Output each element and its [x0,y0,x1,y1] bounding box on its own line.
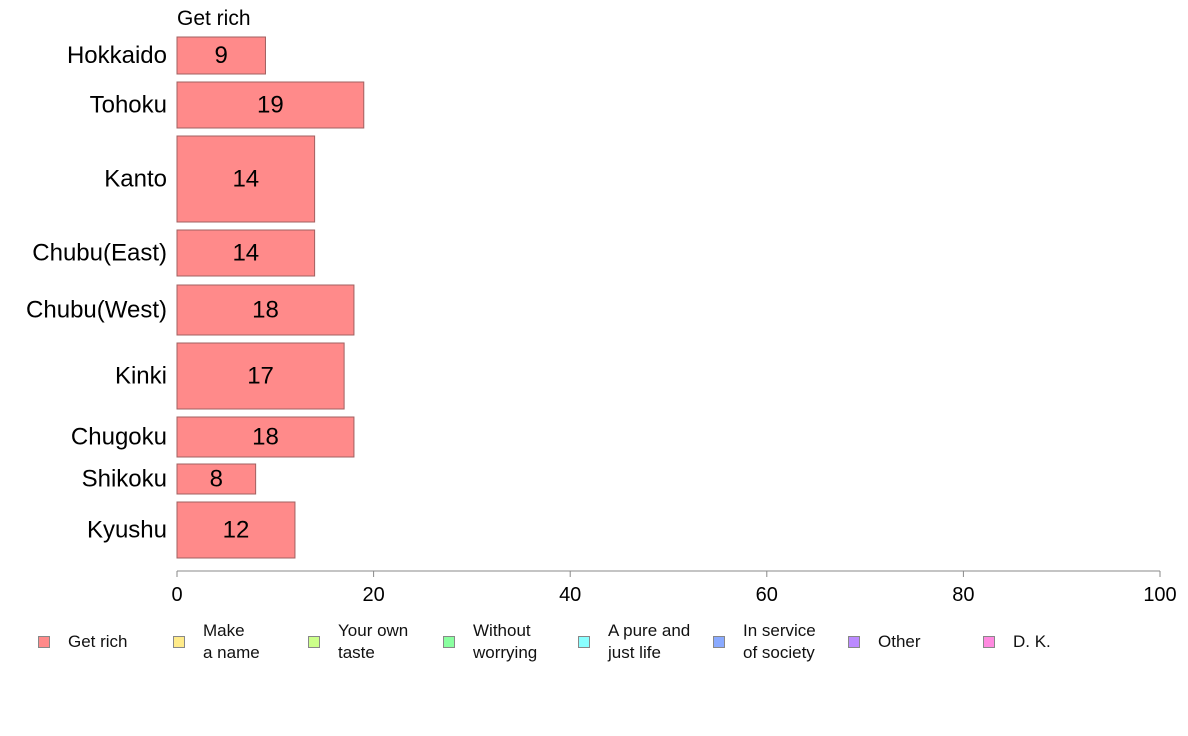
legend-swatch [713,636,725,648]
legend-swatch [308,636,320,648]
x-tick-label: 0 [171,584,182,606]
data-label: 19 [257,92,284,119]
legend-item: Other [848,618,921,666]
x-tick-label: 40 [559,584,581,606]
category-label: Hokkaido [67,42,167,69]
category-label: Kinki [115,363,167,390]
legend-label: In service of society [743,621,816,662]
legend-item: Without worrying [443,618,537,666]
panel-title: Get rich [177,7,251,30]
legend-item: Get rich [38,618,128,666]
legend-swatch [38,636,50,648]
category-label: Kanto [104,166,167,193]
data-label: 12 [223,517,250,544]
legend-label: Make a name [203,621,260,662]
legend-label: D. K. [1013,632,1051,651]
legend-item: Make a name [173,618,260,666]
data-label: 8 [210,466,223,493]
category-label: Chubu(East) [32,240,167,267]
category-label: Shikoku [82,466,167,493]
x-tick-label: 60 [756,584,778,606]
category-label: Kyushu [87,517,167,544]
legend-label: Without worrying [473,621,538,662]
bar-chugoku [176,416,355,458]
legend-swatch [443,636,455,648]
category-label: Chugoku [71,424,167,451]
category-label: Tohoku [90,92,167,119]
legend-swatch [578,636,590,648]
x-tick-label: 20 [362,584,384,606]
data-label: 14 [232,166,259,193]
data-label: 18 [252,297,279,324]
legend-swatch [173,636,185,648]
bar-kanto [176,135,316,223]
bar-chubu-east [176,229,316,277]
x-axis: 0 20 40 60 80 100 [171,570,1177,606]
data-label: 14 [232,240,259,267]
legend-label: Your own taste [338,621,409,662]
legend-label: Other [878,632,921,651]
data-label: 17 [247,363,274,390]
x-tick-label: 100 [1143,584,1176,606]
bar-kinki [176,342,345,410]
bar-tohoku [176,81,365,129]
data-label: 18 [252,424,279,451]
x-tick-label: 80 [952,584,974,606]
legend-label: A pure and just life [608,621,691,662]
bars-group: Hokkaido 9 Tohoku 19 Kanto 14 Chubu(East) 14 Chu… [26,36,365,559]
data-label: 9 [215,42,228,69]
legend: Get rich Make a name Your own taste Without… [38,618,1158,666]
bar-chubu-west [176,284,355,336]
legend-swatch [983,636,995,648]
bar-chart: Get rich Hokkaido 9 Tohoku 19 Kanto 14 Chubu(E… [26,7,1177,606]
legend-item: A pure and just life [578,618,690,666]
legend-item: Your own taste [308,618,408,666]
legend-label: Get rich [68,632,128,651]
legend-swatch [848,636,860,648]
legend-item: D. K. [983,618,1051,666]
bar-hokkaido [176,36,266,75]
category-label: Chubu(West) [26,297,167,324]
bar-shikoku [176,463,257,495]
legend-item: In service of society [713,618,816,666]
bar-kyushu [176,501,296,559]
